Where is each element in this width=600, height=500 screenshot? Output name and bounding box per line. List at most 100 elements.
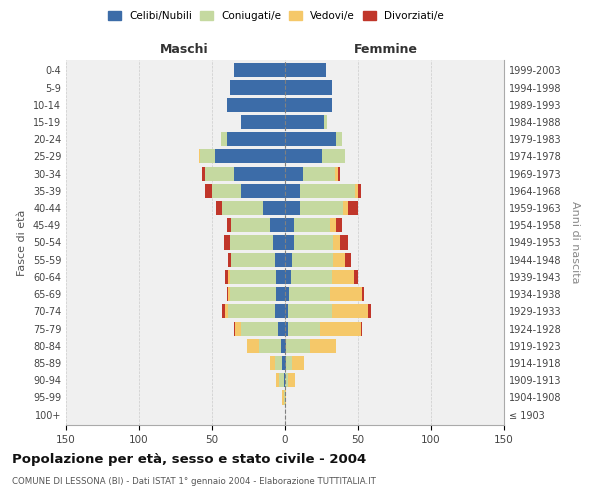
- Bar: [338, 166, 340, 180]
- Bar: [285, 390, 286, 404]
- Bar: [282, 356, 285, 370]
- Bar: [227, 98, 285, 112]
- Bar: [332, 304, 368, 318]
- Bar: [285, 236, 294, 250]
- Bar: [299, 184, 355, 198]
- Text: Maschi: Maschi: [160, 44, 209, 57]
- Bar: [276, 373, 279, 388]
- Bar: [362, 287, 364, 301]
- Bar: [230, 236, 274, 250]
- Bar: [247, 338, 259, 353]
- Bar: [285, 287, 289, 301]
- Bar: [215, 150, 285, 164]
- Bar: [302, 166, 335, 180]
- Text: COMUNE DI LESSONA (BI) - Dati ISTAT 1° gennaio 2004 - Elaborazione TUTTITALIA.IT: COMUNE DI LESSONA (BI) - Dati ISTAT 1° g…: [12, 478, 376, 486]
- Bar: [285, 338, 286, 353]
- Bar: [335, 166, 338, 180]
- Bar: [285, 201, 299, 215]
- Bar: [225, 270, 228, 284]
- Bar: [289, 287, 330, 301]
- Bar: [285, 150, 322, 164]
- Bar: [263, 201, 285, 215]
- Bar: [231, 218, 271, 232]
- Bar: [202, 166, 205, 180]
- Bar: [348, 201, 358, 215]
- Bar: [286, 338, 310, 353]
- Bar: [285, 322, 288, 336]
- Bar: [288, 304, 332, 318]
- Bar: [285, 132, 336, 146]
- Bar: [285, 80, 332, 94]
- Bar: [333, 252, 345, 267]
- Bar: [286, 356, 292, 370]
- Bar: [292, 252, 333, 267]
- Bar: [228, 304, 275, 318]
- Bar: [235, 322, 241, 336]
- Bar: [227, 218, 231, 232]
- Bar: [200, 150, 215, 164]
- Bar: [275, 356, 282, 370]
- Bar: [336, 218, 342, 232]
- Bar: [205, 184, 212, 198]
- Bar: [271, 218, 285, 232]
- Bar: [285, 270, 291, 284]
- Bar: [345, 252, 350, 267]
- Bar: [288, 373, 295, 388]
- Bar: [230, 287, 276, 301]
- Bar: [285, 166, 302, 180]
- Bar: [281, 338, 285, 353]
- Bar: [275, 304, 285, 318]
- Bar: [199, 150, 200, 164]
- Bar: [333, 236, 340, 250]
- Bar: [294, 218, 330, 232]
- Bar: [241, 184, 285, 198]
- Bar: [282, 390, 284, 404]
- Bar: [276, 287, 285, 301]
- Bar: [222, 304, 225, 318]
- Bar: [241, 115, 285, 129]
- Bar: [234, 64, 285, 78]
- Bar: [231, 252, 275, 267]
- Bar: [284, 373, 285, 388]
- Bar: [285, 98, 332, 112]
- Bar: [224, 236, 230, 250]
- Bar: [275, 252, 285, 267]
- Bar: [355, 184, 358, 198]
- Bar: [336, 132, 342, 146]
- Bar: [285, 373, 288, 388]
- Bar: [234, 322, 235, 336]
- Bar: [294, 236, 333, 250]
- Bar: [291, 270, 332, 284]
- Bar: [205, 166, 234, 180]
- Bar: [230, 270, 276, 284]
- Bar: [325, 115, 328, 129]
- Bar: [358, 184, 361, 198]
- Bar: [285, 218, 294, 232]
- Bar: [285, 64, 326, 78]
- Bar: [310, 338, 336, 353]
- Bar: [288, 322, 320, 336]
- Bar: [322, 150, 345, 164]
- Bar: [278, 322, 285, 336]
- Bar: [241, 322, 278, 336]
- Bar: [340, 236, 348, 250]
- Bar: [227, 287, 228, 301]
- Bar: [259, 338, 281, 353]
- Bar: [330, 287, 362, 301]
- Bar: [212, 184, 241, 198]
- Bar: [353, 270, 358, 284]
- Bar: [330, 218, 336, 232]
- Bar: [320, 322, 361, 336]
- Bar: [285, 184, 299, 198]
- Bar: [274, 236, 285, 250]
- Bar: [285, 115, 325, 129]
- Bar: [292, 356, 304, 370]
- Bar: [234, 166, 285, 180]
- Bar: [221, 132, 227, 146]
- Bar: [228, 270, 230, 284]
- Bar: [285, 356, 286, 370]
- Text: Popolazione per età, sesso e stato civile - 2004: Popolazione per età, sesso e stato civil…: [12, 452, 366, 466]
- Bar: [217, 201, 222, 215]
- Bar: [222, 201, 263, 215]
- Bar: [228, 287, 230, 301]
